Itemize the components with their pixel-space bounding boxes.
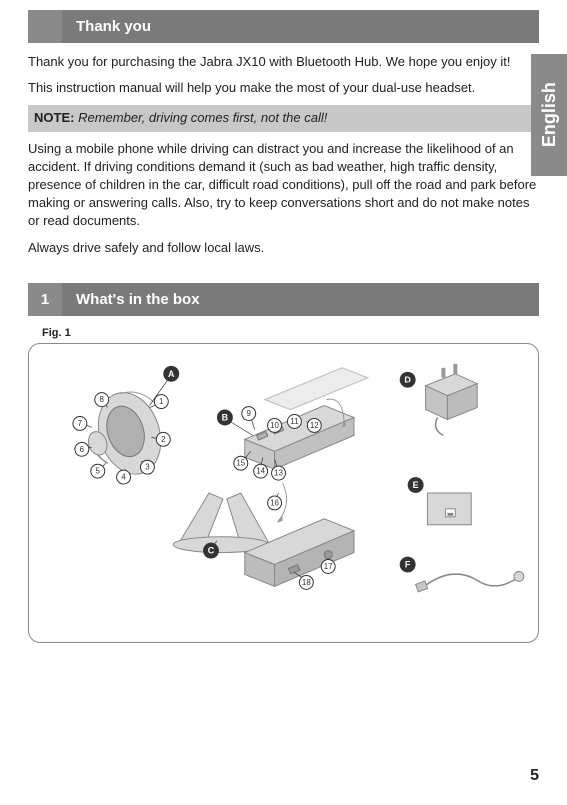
language-tab-text: English [536, 82, 561, 147]
svg-text:9: 9 [247, 409, 252, 418]
section-title-thank-you: Thank you [62, 10, 539, 43]
svg-text:3: 3 [145, 463, 150, 472]
intro-para-1: Thank you for purchasing the Jabra JX10 … [28, 53, 539, 71]
figure-label: Fig. 1 [42, 326, 539, 341]
svg-text:10: 10 [270, 421, 279, 430]
charger-device [426, 364, 478, 436]
svg-text:B: B [222, 413, 229, 423]
svg-text:17: 17 [324, 562, 333, 571]
note-bar: NOTE: Remember, driving comes first, not… [28, 105, 539, 131]
stand-device [173, 493, 268, 553]
thank-you-header: Thank you [28, 10, 539, 43]
svg-text:5: 5 [96, 467, 101, 476]
svg-text:11: 11 [290, 417, 299, 426]
connector-box-device [428, 493, 472, 525]
svg-text:4: 4 [121, 473, 126, 482]
intro-para-2: This instruction manual will help you ma… [28, 79, 539, 97]
whats-in-box-header: 1 What's in the box [28, 283, 539, 316]
figure-1-box: 123456789101112131415161718 ABCDEF [28, 343, 539, 643]
driving-para: Using a mobile phone while driving can d… [28, 140, 539, 231]
svg-text:F: F [405, 560, 411, 570]
figure-1-illustration: 123456789101112131415161718 ABCDEF [29, 344, 538, 642]
svg-text:D: D [404, 375, 411, 385]
svg-text:8: 8 [100, 395, 105, 404]
svg-text:13: 13 [274, 469, 283, 478]
svg-text:2: 2 [161, 435, 166, 444]
svg-text:7: 7 [78, 419, 83, 428]
svg-text:15: 15 [236, 459, 245, 468]
svg-text:16: 16 [270, 499, 279, 508]
svg-text:12: 12 [310, 421, 319, 430]
svg-text:18: 18 [302, 578, 311, 587]
note-text: Remember, driving comes first, not the c… [78, 110, 327, 125]
section-number-blank [28, 10, 62, 43]
svg-text:A: A [168, 369, 175, 379]
svg-text:C: C [208, 546, 215, 556]
language-tab: English [531, 54, 567, 176]
svg-text:14: 14 [256, 467, 265, 476]
page-number: 5 [530, 765, 539, 787]
note-label: NOTE: [34, 110, 74, 125]
svg-text:E: E [413, 480, 419, 490]
section-title-whats-in-box: What's in the box [62, 283, 539, 316]
svg-text:1: 1 [159, 397, 164, 406]
drive-safe-para: Always drive safely and follow local law… [28, 239, 539, 257]
section-number-1: 1 [28, 283, 62, 316]
hub-top-device [245, 368, 368, 469]
svg-text:6: 6 [80, 445, 85, 454]
cable-device [416, 572, 524, 592]
